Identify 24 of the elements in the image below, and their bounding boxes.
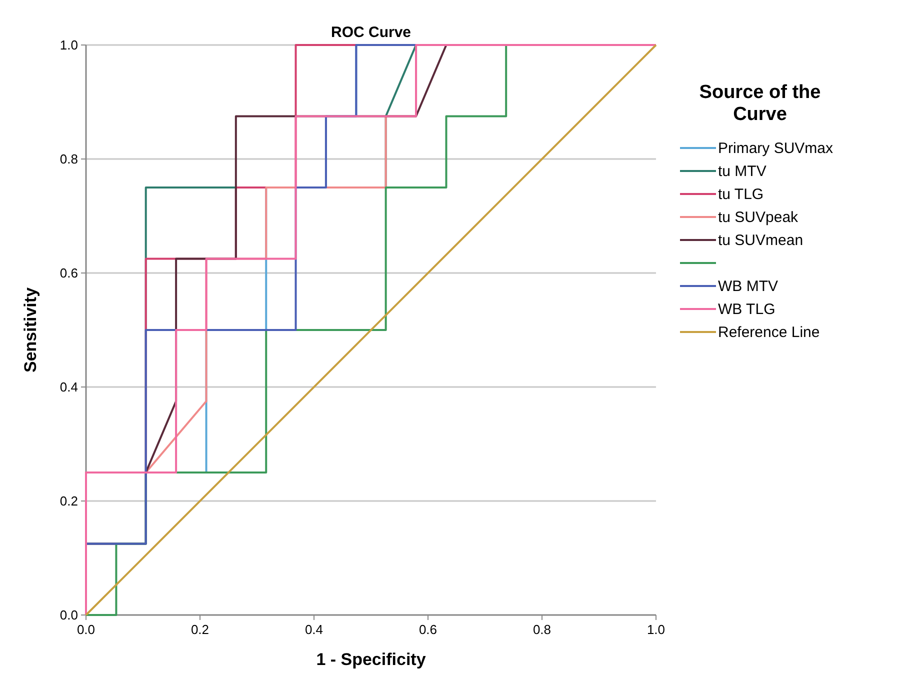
legend-label: tu MTV	[718, 163, 766, 180]
legend-label: Reference Line	[718, 324, 820, 341]
x-axis-title: 1 - Specificity	[316, 650, 426, 669]
legend-title: Source of the Curve	[699, 82, 821, 125]
y-tick-label: 0.2	[60, 494, 78, 508]
y-tick-label: 1.0	[60, 38, 78, 52]
x-tick-label: 0.0	[76, 622, 96, 637]
legend-label: WB TLG	[718, 301, 776, 318]
legend-label: WB MTV	[718, 278, 778, 295]
legend-label: tu SUVpeak	[718, 209, 799, 226]
x-tick-label: 0.6	[418, 622, 438, 637]
x-tick-label: 1.0	[646, 622, 666, 637]
y-axis-title: Sensitivity	[21, 286, 40, 373]
legend-label: tu SUVmean	[718, 232, 804, 249]
legend-label: tu TLG	[718, 186, 764, 203]
legend-label: Primary SUVmax	[718, 140, 834, 157]
y-tick-label: 0.4	[60, 380, 78, 394]
y-tick-label: 0.0	[60, 608, 78, 622]
chart-title: ROC Curve	[330, 24, 412, 41]
x-tick-label: 0.2	[190, 622, 210, 637]
y-tick-label: 0.6	[60, 266, 78, 280]
x-tick-label: 0.8	[532, 622, 552, 637]
y-tick-label: 0.8	[60, 152, 78, 166]
x-tick-label: 0.4	[304, 622, 324, 637]
